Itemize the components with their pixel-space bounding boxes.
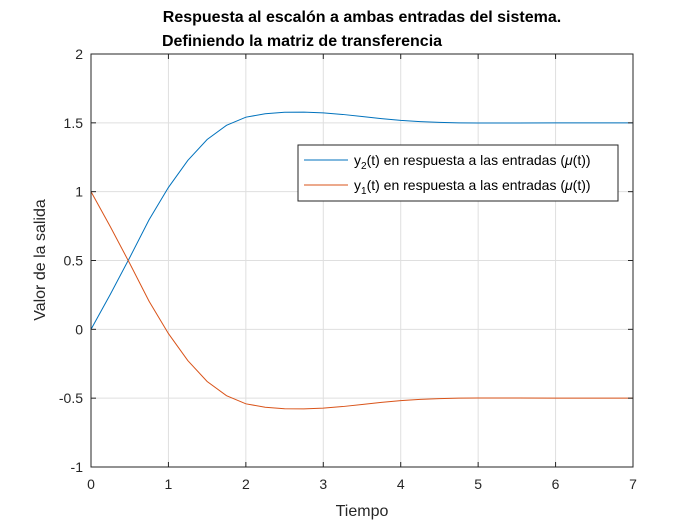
- x-tick-label: 2: [242, 476, 250, 492]
- series-lines: [90, 111, 633, 410]
- x-tick-label: 4: [397, 476, 405, 492]
- x-axis-label: Tiempo: [336, 503, 389, 520]
- legend: y2(t) en respuesta a las entradas (μ(t))…: [297, 144, 619, 202]
- series-line-1: [90, 111, 633, 330]
- chart-title-line-2: Definiendo la matriz de transferencia: [162, 33, 442, 50]
- x-tick-label: 0: [87, 476, 95, 492]
- y-tick-label: -1: [71, 459, 84, 475]
- x-tick-label: 6: [552, 476, 560, 492]
- legend-box: [297, 144, 619, 202]
- y-axis-label: Valor de la salida: [32, 199, 49, 321]
- legend-entry-label: y1(t) en respuesta a las entradas (μ(t)): [354, 177, 591, 197]
- x-tick-label: 5: [474, 476, 482, 492]
- tick-labels: 0 1 2 3 4 5 6 7 -1 -0.5 0 0.5 1 1.5 2: [59, 46, 637, 492]
- y-tick-label: 1: [75, 184, 83, 200]
- y-tick-label: -0.5: [59, 390, 83, 406]
- x-tick-label: 3: [319, 476, 327, 492]
- y-tick-label: 1.5: [64, 115, 84, 131]
- y-tick-label: 0: [75, 321, 83, 337]
- ticks: [90, 53, 634, 468]
- chart-title-line-1: Respuesta al escalón a ambas entradas de…: [163, 9, 561, 26]
- y-tick-label: 0.5: [64, 253, 84, 269]
- y-tick-label: 2: [75, 46, 83, 62]
- x-tick-label: 7: [629, 476, 637, 492]
- legend-entry-label: y2(t) en respuesta a las entradas (μ(t)): [354, 152, 591, 172]
- series-line-2: [90, 191, 633, 410]
- x-tick-label: 1: [165, 476, 173, 492]
